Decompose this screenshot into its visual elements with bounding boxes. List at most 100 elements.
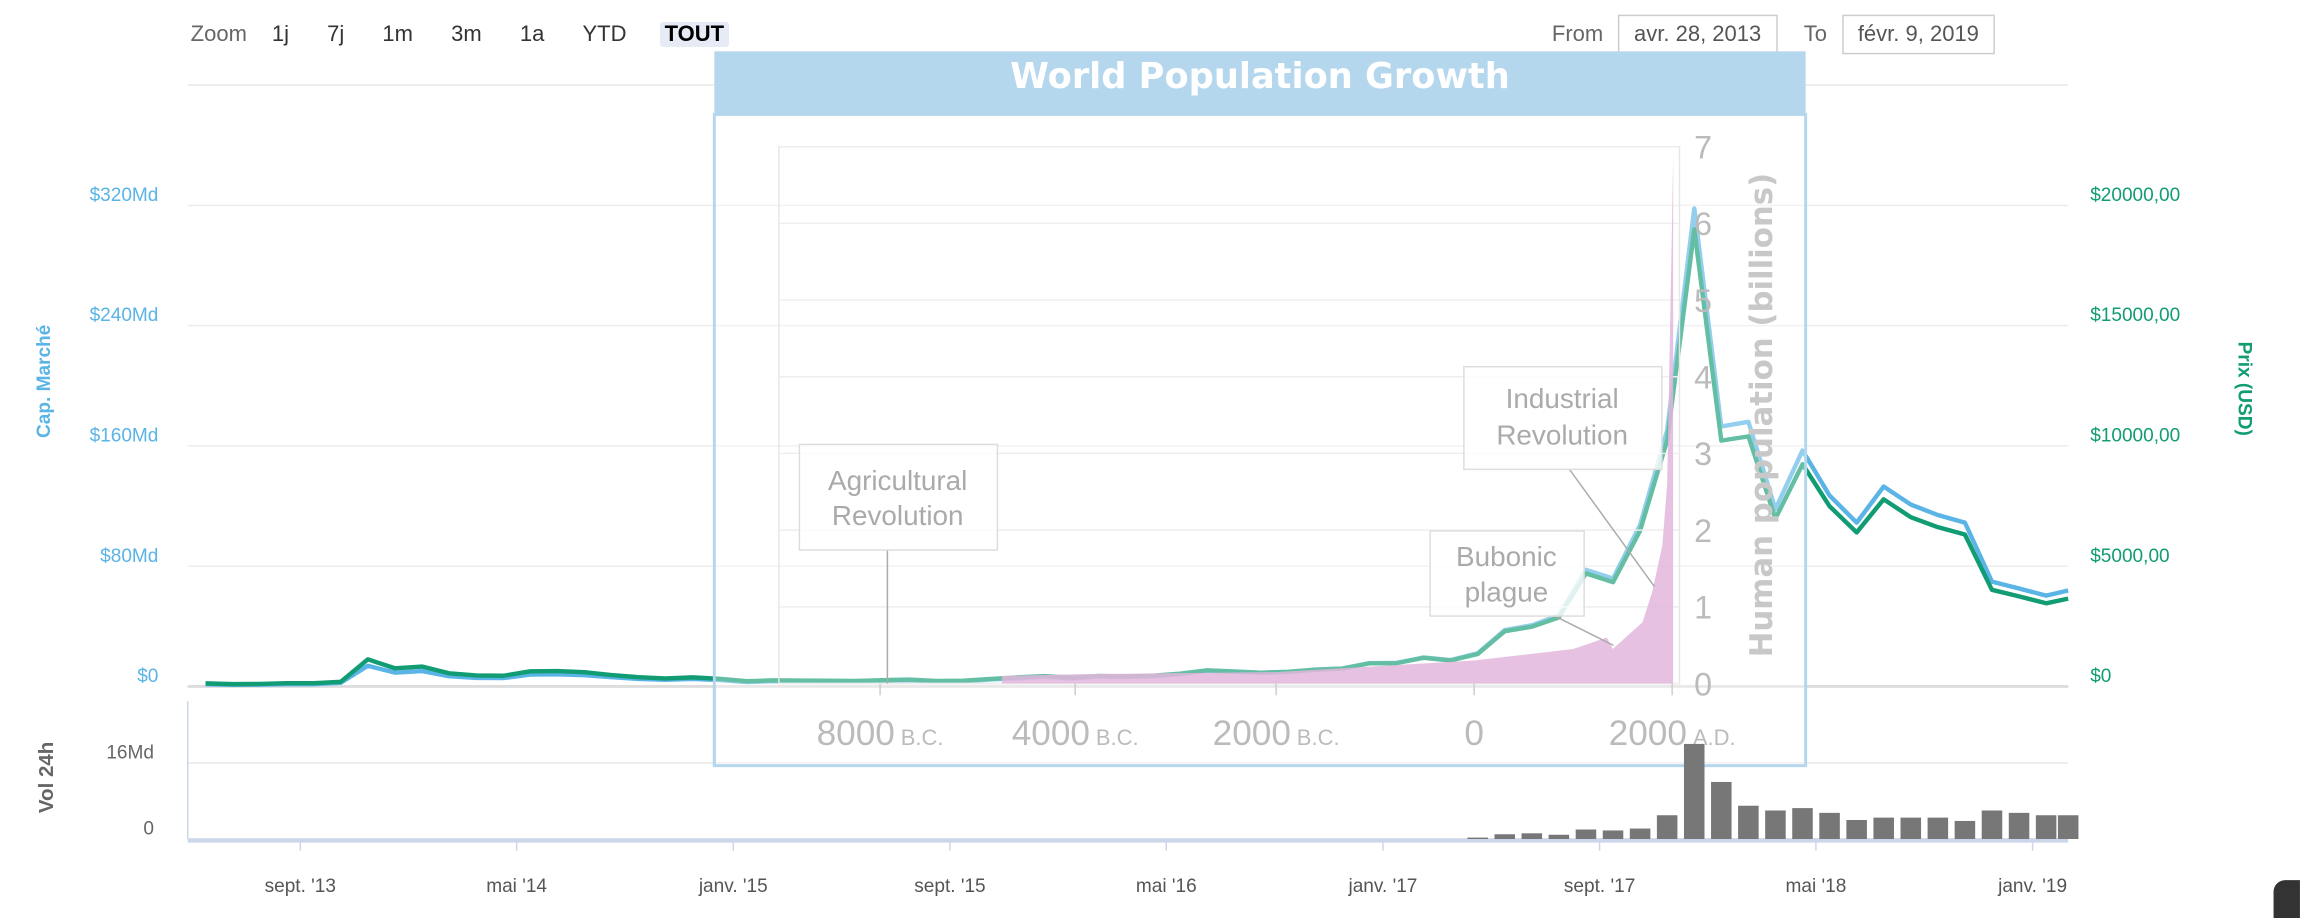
volume-bar — [1873, 817, 1894, 840]
zoom-7j-button[interactable]: 7j — [327, 21, 345, 47]
population-x-tick-label: 2000 A.D. — [1609, 714, 1736, 753]
x-tick-label: mai '18 — [1786, 876, 1847, 897]
zoom-1a-button[interactable]: 1a — [519, 21, 545, 47]
from-label: From — [1551, 22, 1604, 47]
zoom-label: Zoom — [190, 21, 247, 47]
volume-bar — [1656, 815, 1678, 840]
left-tick-label: $80Md — [100, 546, 158, 567]
population-x-tick-era: B.C. — [1297, 725, 1340, 750]
volume-bar — [2057, 815, 2079, 840]
industrial-annotation-box — [1463, 365, 1663, 471]
industrial-annotation: Industrial — [1506, 383, 1619, 414]
agri-annotation-2: Revolution — [832, 500, 964, 531]
right-tick-label: $10000,00 — [2090, 426, 2180, 447]
population-y-tick: 5 — [1694, 283, 1712, 319]
volume-bar — [1900, 817, 1922, 840]
volume-bar — [2008, 812, 2030, 840]
date-range: From avr. 28, 2013 To févr. 9, 2019 — [1551, 14, 1996, 55]
population-x-tick-label: 0 — [1464, 714, 1484, 753]
population-y-tick: 6 — [1694, 206, 1712, 242]
zoom-all-button[interactable]: TOUT — [660, 21, 729, 47]
population-x-tick-label: 8000 B.C. — [817, 714, 944, 753]
volume-bar — [1711, 781, 1732, 840]
to-label: To — [1803, 22, 1828, 47]
volume-bar — [1602, 830, 1624, 840]
population-x-tick-value: 4000 — [1012, 714, 1090, 753]
population-x-tick-value: 2000 — [1213, 714, 1291, 753]
population-y-tick: 3 — [1694, 436, 1712, 472]
volume-bar — [1792, 808, 1813, 840]
volume-bar — [1575, 829, 1597, 840]
left-axis-title: Cap. Marché — [34, 325, 55, 438]
volume-bar — [1927, 817, 1949, 840]
x-tick-label: mai '16 — [1136, 876, 1197, 897]
population-y-tick: 7 — [1694, 129, 1712, 165]
agri-annotation: Agricultural — [828, 465, 967, 496]
left-tick-label: $160Md — [90, 426, 159, 447]
volume-bar — [1765, 810, 1786, 840]
x-tick-label: sept. '17 — [1564, 876, 1635, 897]
right-tick-label: $0 — [2090, 666, 2111, 687]
volume-bar — [1629, 828, 1651, 840]
population-y-tick: 2 — [1694, 513, 1712, 549]
population-x-tick-era: B.C. — [1096, 725, 1139, 750]
zoom-ytd-button[interactable]: YTD — [582, 21, 627, 47]
left-tick-label: $320Md — [90, 185, 159, 206]
zoom-3m-button[interactable]: 3m — [451, 21, 482, 47]
overlay-title: World Population Growth — [1010, 56, 1510, 97]
plague-annotation-2: plague — [1465, 576, 1549, 607]
industrial-annotation-2: Revolution — [1496, 419, 1628, 450]
volume-bar — [1683, 743, 1705, 840]
industrial-connector — [1568, 468, 1656, 588]
volume-bar — [1467, 837, 1488, 840]
to-date-input[interactable]: févr. 9, 2019 — [1841, 14, 1996, 55]
population-y-tick: 0 — [1694, 666, 1712, 702]
volume-axis-title: Vol 24h — [35, 742, 58, 813]
zoom-1j-button[interactable]: 1j — [271, 21, 290, 47]
population-x-tick-era: B.C. — [901, 725, 944, 750]
volume-tick-label: 0 — [143, 819, 154, 840]
x-tick-label: janv. '19 — [1997, 876, 2067, 897]
volume-bar — [1846, 819, 1867, 840]
population-x-tick-label: 2000 B.C. — [1213, 714, 1340, 753]
population-axis-title: Human population (billions) — [1744, 173, 1780, 658]
x-tick-label: janv. '15 — [698, 876, 768, 897]
x-tick-label: janv. '17 — [1347, 876, 1417, 897]
agri-annotation-box — [798, 443, 999, 551]
volume-bar — [2035, 815, 2057, 840]
corner-widget[interactable] — [2273, 880, 2300, 918]
x-tick-label: sept. '13 — [265, 876, 336, 897]
x-tick-label: sept. '15 — [914, 876, 985, 897]
plague-connector — [1554, 615, 1614, 647]
plague-annotation: Bubonic — [1456, 541, 1557, 572]
volume-bar — [1981, 810, 2003, 840]
volume-bar — [1819, 812, 1840, 840]
left-tick-label: $0 — [137, 666, 158, 687]
population-y-tick: 1 — [1694, 590, 1712, 626]
range-selector: Zoom 1j 7j 1m 3m 1a YTD TOUT — [191, 18, 729, 50]
population-x-tick-label: 4000 B.C. — [1012, 714, 1139, 753]
volume-bar — [1494, 834, 1516, 840]
right-tick-label: $15000,00 — [2090, 305, 2180, 326]
volume-bar — [1954, 820, 1976, 840]
population-y-tick: 4 — [1694, 359, 1712, 395]
left-tick-label: $240Md — [90, 305, 159, 326]
volume-bar — [1548, 834, 1570, 840]
overlay-title-bar — [714, 51, 1806, 115]
from-date-input[interactable]: avr. 28, 2013 — [1617, 14, 1778, 55]
population-x-tick-value: 8000 — [817, 714, 895, 753]
right-tick-label: $5000,00 — [2090, 546, 2169, 567]
plague-annotation-box — [1429, 530, 1585, 617]
zoom-1m-button[interactable]: 1m — [382, 21, 413, 47]
volume-bar — [1738, 805, 1759, 840]
population-x-tick-value: 2000 — [1609, 714, 1687, 753]
right-tick-label: $20000,00 — [2090, 185, 2180, 206]
population-x-tick-value: 0 — [1464, 714, 1484, 753]
volume-bar — [1521, 833, 1543, 840]
volume-tick-label: 16Md — [106, 743, 154, 764]
right-axis-title: Prix (USD) — [2233, 342, 2254, 436]
x-tick-label: mai '14 — [486, 876, 547, 897]
